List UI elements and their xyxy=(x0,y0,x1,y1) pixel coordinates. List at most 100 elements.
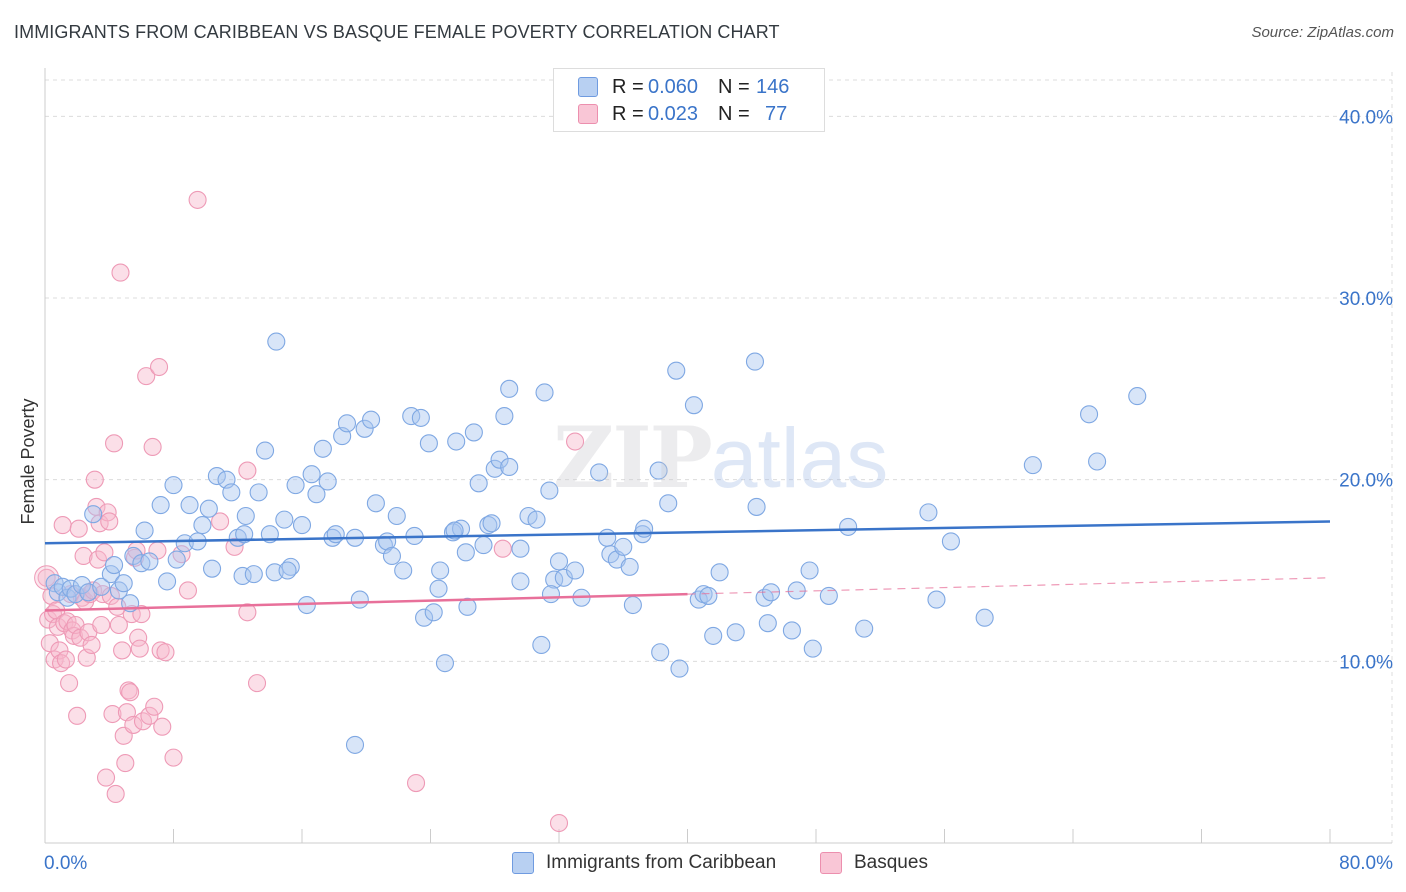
caribbean-point xyxy=(302,465,321,484)
basques-point xyxy=(111,263,130,282)
caribbean-point xyxy=(535,383,554,402)
caribbean-point xyxy=(278,561,297,580)
basques-point xyxy=(52,654,71,673)
caribbean-point xyxy=(235,525,254,544)
caribbean-point xyxy=(394,561,413,580)
legend-item-basques[interactable]: Basques xyxy=(820,852,928,874)
basques-point xyxy=(238,461,257,480)
caribbean-point xyxy=(447,432,466,451)
caribbean-point xyxy=(532,635,551,655)
legend-item-caribbean[interactable]: Immigrants from Caribbean xyxy=(512,852,776,874)
caribbean-point xyxy=(590,463,609,482)
caribbean-point xyxy=(275,510,294,529)
basques-point xyxy=(124,715,143,734)
source-label: Source: ZipAtlas.com xyxy=(1251,24,1394,41)
caribbean-point xyxy=(839,517,858,536)
caribbean-point xyxy=(135,521,154,540)
series-legend: Immigrants from Caribbean Basques xyxy=(0,852,1406,878)
caribbean-point xyxy=(659,494,678,513)
basques-point xyxy=(69,519,88,538)
caribbean-point xyxy=(554,568,573,587)
basques-point xyxy=(95,543,114,562)
caribbean-point xyxy=(500,379,519,398)
caribbean-point xyxy=(651,643,670,662)
caribbean-point xyxy=(411,408,430,427)
basques-point xyxy=(566,432,585,451)
basques-point xyxy=(132,605,151,624)
caribbean-point xyxy=(286,476,305,495)
basques-point xyxy=(238,603,257,622)
caribbean-point xyxy=(180,496,199,515)
caribbean-point xyxy=(318,472,337,491)
basques-point xyxy=(98,503,117,522)
basques-point xyxy=(406,773,426,793)
caribbean-point xyxy=(92,577,111,596)
legend-n-label: N = xyxy=(718,75,750,98)
legend-r-label: R = xyxy=(612,102,644,125)
basques-point xyxy=(53,516,72,535)
caribbean-point xyxy=(337,414,357,433)
y-tick-label: 10.0% xyxy=(1339,652,1393,673)
basques-point xyxy=(106,784,125,804)
caribbean-point xyxy=(244,565,263,584)
caribbean-point xyxy=(326,525,345,544)
caribbean-point xyxy=(975,608,994,627)
caribbean-point xyxy=(649,461,668,480)
caribbean-point xyxy=(635,519,654,538)
basques-point xyxy=(247,674,267,693)
caribbean-point xyxy=(927,590,946,609)
basques-point xyxy=(68,706,87,725)
caribbean-point xyxy=(362,410,381,429)
basques-point xyxy=(211,512,230,531)
caribbean-point xyxy=(667,361,686,380)
caribbean-point xyxy=(726,623,745,642)
basques-point xyxy=(178,581,198,600)
basques-point xyxy=(103,704,122,724)
caribbean-point xyxy=(140,552,159,571)
watermark: ZIPatlas xyxy=(553,408,889,507)
axis-labels: 10.0% 20.0% 30.0% 40.0% 0.0% 80.0% Female Pove… xyxy=(18,107,1393,874)
caribbean-point xyxy=(105,555,124,575)
caribbean-point xyxy=(350,590,369,609)
legend-row-basques: R = 0.023 N = 77 xyxy=(578,102,787,126)
caribbean-point xyxy=(307,485,326,504)
caribbean-point xyxy=(758,614,777,633)
caribbean-point xyxy=(445,521,464,540)
y-tick-label: 40.0% xyxy=(1339,107,1393,128)
caribbean-point xyxy=(207,466,226,486)
basques-point xyxy=(116,754,135,773)
caribbean-point xyxy=(511,572,530,591)
caribbean-point xyxy=(670,659,689,678)
caribbean-point xyxy=(233,566,252,586)
basques-points xyxy=(34,190,585,833)
basques-point xyxy=(74,546,93,566)
caribbean-point xyxy=(541,585,561,604)
caribbean-point xyxy=(469,474,488,493)
caribbean-trend-line xyxy=(44,520,1331,545)
caribbean-point xyxy=(500,457,519,477)
basques-point xyxy=(82,635,101,655)
caribbean-point xyxy=(1080,405,1099,424)
caribbean-point xyxy=(114,574,133,593)
legend-n-value: 146 xyxy=(756,75,790,98)
caribbean-point xyxy=(527,510,546,529)
caribbean-point xyxy=(424,603,443,622)
caribbean-point xyxy=(84,505,103,524)
basques-point xyxy=(164,748,183,767)
basques-trend-line xyxy=(44,592,688,612)
caribbean-point xyxy=(249,483,268,502)
caribbean-point xyxy=(623,595,642,615)
caribbean-point xyxy=(919,503,938,522)
caribbean-point xyxy=(387,506,406,526)
basques-point xyxy=(172,545,191,564)
caribbean-point xyxy=(203,559,222,578)
caribbean-point xyxy=(355,419,374,438)
y-tick-label: 30.0% xyxy=(1339,289,1393,310)
basques-point xyxy=(153,717,172,736)
caribbean-point xyxy=(267,332,286,351)
caribbean-point xyxy=(313,439,332,458)
legend-label-caribbean: Immigrants from Caribbean xyxy=(546,852,777,873)
trend-lines xyxy=(44,520,1331,612)
caribbean-point xyxy=(782,621,801,640)
caribbean-point xyxy=(482,514,501,533)
